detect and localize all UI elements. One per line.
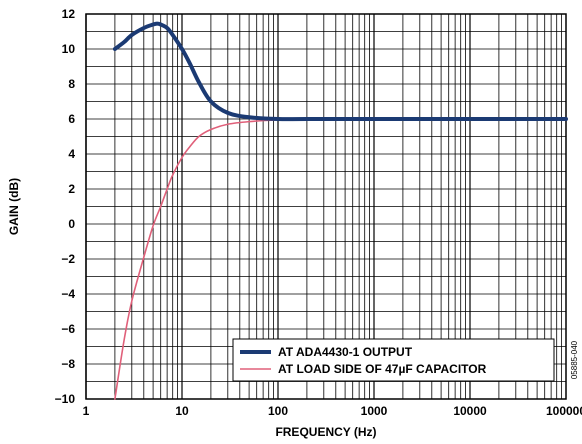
series-lines bbox=[112, 21, 568, 400]
y-tick-label: −10 bbox=[55, 392, 76, 406]
y-tick-label: 6 bbox=[68, 112, 75, 126]
y-tick-label: 8 bbox=[68, 77, 75, 91]
y-tick-label: 2 bbox=[68, 182, 75, 196]
plot-frame bbox=[85, 13, 567, 400]
x-tick-label: 100000 bbox=[546, 404, 582, 418]
tick-labels: 1 10 100 1000 10000 100000 12 10 8 6 4 2 0 −2 −4 −6 −8 −1… bbox=[55, 7, 582, 418]
series-line-1 bbox=[112, 21, 568, 122]
x-tick-label: 1 bbox=[83, 404, 90, 418]
legend-box bbox=[232, 338, 555, 382]
legend-label: AT LOAD SIDE OF 47µF CAPACITOR bbox=[278, 362, 487, 376]
x-tick-label: 100 bbox=[268, 404, 288, 418]
legend: AT ADA4430-1 OUTPUT AT LOAD SIDE OF 47µF … bbox=[232, 338, 555, 382]
x-axis-title: FREQUENCY (Hz) bbox=[275, 425, 376, 439]
y-tick-label: 10 bbox=[62, 42, 76, 56]
legend-label: AT ADA4430-1 OUTPUT bbox=[278, 345, 413, 359]
figure-code: 05885-040 bbox=[570, 340, 579, 379]
y-tick-label: 12 bbox=[62, 7, 76, 21]
y-tick-label: 0 bbox=[68, 217, 75, 231]
y-axis-title: GAIN (dB) bbox=[7, 178, 21, 235]
y-tick-label: 4 bbox=[68, 147, 75, 161]
x-tick-label: 1000 bbox=[361, 404, 388, 418]
y-tick-label: −8 bbox=[61, 357, 75, 371]
x-tick-label: 10 bbox=[175, 404, 189, 418]
x-tick-label: 10000 bbox=[453, 404, 487, 418]
y-tick-label: −6 bbox=[61, 322, 75, 336]
y-tick-label: −2 bbox=[61, 252, 75, 266]
y-tick-label: −4 bbox=[61, 287, 75, 301]
